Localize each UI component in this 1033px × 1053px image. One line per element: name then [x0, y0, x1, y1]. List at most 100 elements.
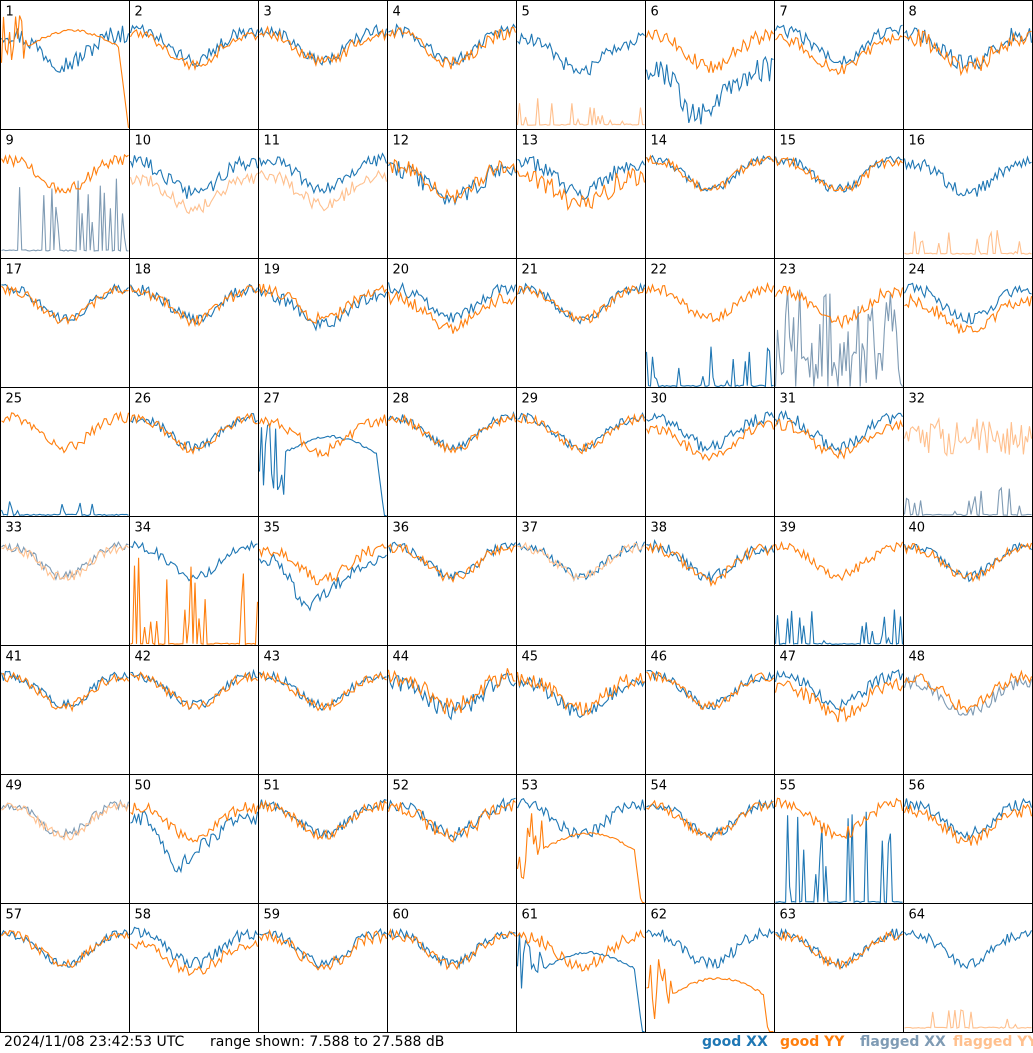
series-xx-good: [130, 539, 258, 582]
panel-label: 49: [6, 779, 23, 794]
panel-frame: [903, 387, 1033, 517]
panel-label: 18: [135, 263, 152, 278]
panel-55: 55: [774, 774, 904, 904]
panel-39: 39: [774, 516, 904, 646]
series-yy-good: [904, 29, 1032, 77]
panel-label: 55: [780, 779, 797, 794]
panel-label: 39: [780, 521, 797, 536]
series-yy-flagged: [517, 541, 645, 582]
panel-43: 43: [258, 645, 388, 775]
panel-label: 14: [651, 134, 668, 149]
panel-frame: [774, 0, 904, 130]
series-yy-good: [646, 799, 774, 842]
panel-label: 52: [393, 779, 410, 794]
panel-24: 24: [903, 258, 1033, 388]
series-yy-good: [387, 290, 517, 334]
panel-frame: [0, 258, 130, 388]
panel-frame: [645, 903, 775, 1033]
series-xx-good: [904, 282, 1032, 325]
panel-11: 11: [258, 129, 388, 259]
series-yy-good: [516, 167, 646, 211]
panel-27: 27: [258, 387, 388, 517]
panel-26: 26: [129, 387, 259, 517]
panel-frame: [903, 903, 1033, 1033]
panel-36: 36: [387, 516, 517, 646]
panel-61: 61: [516, 903, 646, 1033]
series-xx-good: [775, 811, 903, 904]
panel-frame: [129, 645, 259, 775]
panel-frame: [0, 774, 130, 904]
panel-frame: [774, 129, 904, 259]
panel-label: 29: [522, 392, 539, 407]
panel-label: 2: [135, 5, 143, 20]
panel-frame: [387, 129, 517, 259]
panel-9: 9: [0, 129, 130, 259]
series-yy-good: [775, 930, 903, 970]
panel-16: 16: [903, 129, 1033, 259]
panel-8: 8: [903, 0, 1033, 130]
panel-1: 1: [0, 0, 130, 130]
series-yy-flagged: [904, 1009, 1032, 1029]
panel-label: 59: [264, 908, 281, 923]
series-yy-good: [1, 284, 129, 326]
series-yy-good: [387, 928, 516, 971]
panel-label: 56: [909, 779, 926, 794]
series-xx-good: [516, 675, 645, 719]
panel-17: 17: [0, 258, 130, 388]
panel-label: 43: [264, 650, 281, 665]
series-yy-good: [259, 25, 388, 67]
panel-label: 40: [909, 521, 926, 536]
panel-frame: [258, 387, 388, 517]
series-yy-good: [387, 668, 516, 715]
panel-frame: [645, 645, 775, 775]
series-yy-good: [130, 939, 259, 977]
panel-28: 28: [387, 387, 517, 517]
panel-64: 64: [903, 903, 1033, 1033]
panel-label: 8: [909, 5, 917, 20]
panel-35: 35: [258, 516, 388, 646]
series-yy-good: [129, 285, 258, 328]
panel-49: 49: [0, 774, 130, 904]
panel-frame: [903, 516, 1033, 646]
series-xx-flagged: [1, 541, 129, 581]
panel-label: 25: [6, 392, 23, 407]
panel-62: 62: [645, 903, 775, 1033]
series-yy-flagged: [904, 230, 1032, 255]
panel-label: 33: [6, 521, 23, 536]
panel-label: 24: [909, 263, 926, 278]
series-xx-good: [774, 409, 903, 456]
series-xx-good: [0, 501, 129, 517]
series-xx-good: [259, 553, 387, 612]
panel-label: 63: [780, 908, 797, 923]
series-xx-good: [904, 929, 1032, 970]
series-yy-good: [774, 156, 903, 192]
series-yy-good: [516, 813, 645, 904]
series-xx-good: [645, 55, 774, 125]
series-yy-good: [388, 543, 516, 584]
panel-label: 45: [522, 650, 539, 665]
series-xx-good: [646, 927, 774, 970]
series-yy-good: [645, 281, 775, 323]
panel-frame: [258, 645, 388, 775]
series-yy-good: [388, 26, 517, 70]
series-xx-good: [259, 927, 387, 969]
panel-frame: [645, 129, 775, 259]
panel-34: 34: [129, 516, 259, 646]
panel-label: 32: [909, 392, 926, 407]
series-yy-good: [775, 285, 904, 330]
panel-frame: [645, 387, 775, 517]
panel-label: 1: [6, 5, 14, 20]
series-yy-good: [516, 285, 646, 324]
series-xx-good: [903, 797, 1033, 841]
panel-label: 60: [393, 908, 410, 923]
panel-label: 35: [264, 521, 281, 536]
panel-44: 44: [387, 645, 517, 775]
panel-label: 10: [135, 134, 152, 149]
panel-frame: [129, 903, 259, 1033]
panel-58: 58: [129, 903, 259, 1033]
series-xx-good: [130, 810, 259, 874]
series-yy-good: [1, 929, 130, 969]
panel-frame: [129, 129, 259, 259]
panel-2: 2: [129, 0, 259, 130]
panel-42: 42: [129, 645, 259, 775]
